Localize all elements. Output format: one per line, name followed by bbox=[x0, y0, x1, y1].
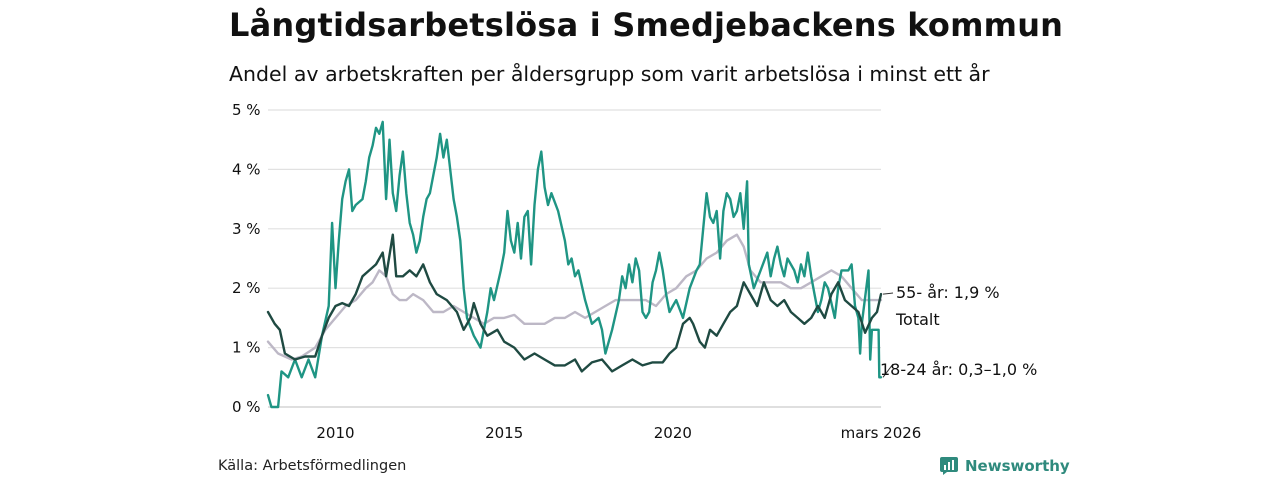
y-tick-label: 3 % bbox=[232, 220, 261, 238]
brand-name: Newsworthy bbox=[965, 457, 1070, 475]
newsworthy-logo-icon bbox=[940, 457, 958, 475]
series-lines bbox=[266, 120, 883, 409]
brand-logo[interactable]: Newsworthy bbox=[939, 456, 1070, 476]
y-tick-label: 0 % bbox=[232, 398, 261, 416]
series-end-label: 18-24 år: 0,3–1,0 % bbox=[880, 360, 1037, 379]
x-tick-label: 2010 bbox=[316, 424, 354, 442]
chart-subtitle: Andel av arbetskraften per åldersgrupp s… bbox=[229, 62, 990, 86]
label-connector bbox=[882, 363, 894, 378]
chart-title: Långtidsarbetslösa i Smedjebackens kommu… bbox=[229, 6, 1064, 44]
series-end-label: Totalt bbox=[895, 310, 940, 329]
y-tick-label: 2 % bbox=[232, 279, 261, 297]
x-tick-label: 2015 bbox=[485, 424, 523, 442]
series-line-18-24-r bbox=[266, 120, 883, 409]
x-tick-label: 2020 bbox=[654, 424, 692, 442]
series-line-totalt bbox=[266, 233, 883, 361]
end-labels: 55- år: 1,9 % Totalt 18-24 år: 0,3–1,0 % bbox=[880, 283, 1037, 379]
x-axis-ticks: 2010 2015 2020 mars 2026 bbox=[316, 424, 921, 442]
label-connector bbox=[882, 292, 894, 295]
y-tick-label: 1 % bbox=[232, 339, 261, 357]
y-tick-label: 5 % bbox=[232, 101, 261, 119]
y-tick-label: 4 % bbox=[232, 160, 261, 178]
series-end-label: 55- år: 1,9 % bbox=[896, 283, 1000, 302]
gridlines bbox=[268, 109, 881, 408]
series-line-55-r bbox=[266, 233, 883, 373]
x-tick-label: mars 2026 bbox=[841, 424, 922, 442]
source-note: Källa: Arbetsförmedlingen bbox=[218, 458, 407, 474]
y-axis-ticks: 0 % 1 % 2 % 3 % 4 % 5 % bbox=[232, 101, 261, 416]
